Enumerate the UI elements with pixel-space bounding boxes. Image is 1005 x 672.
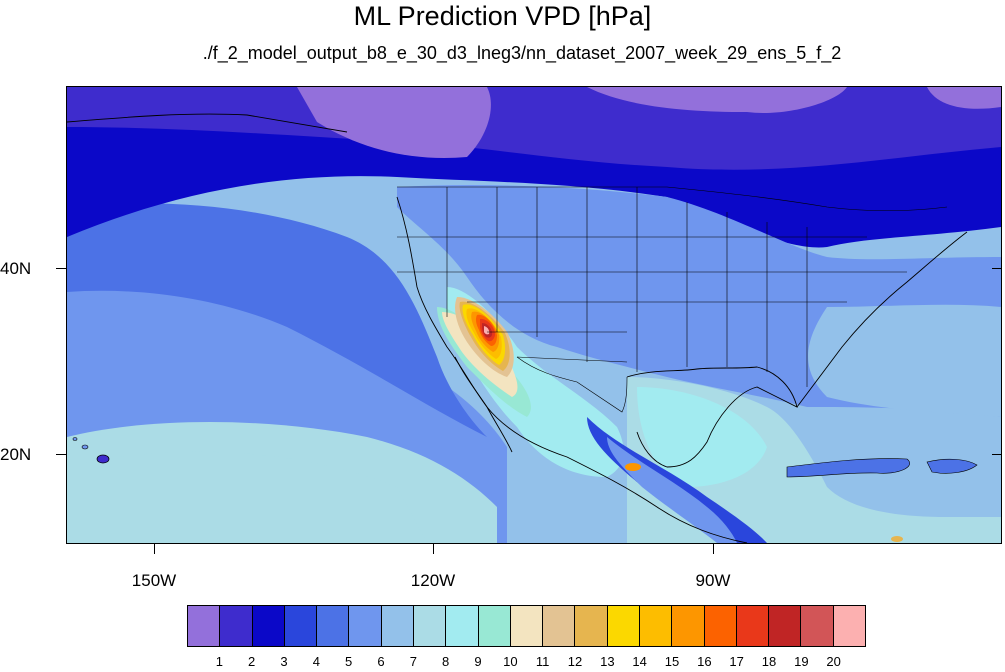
hawaii-island-a	[96, 454, 110, 464]
colorbar-label: 7	[409, 654, 417, 669]
political-borders	[397, 186, 948, 413]
map-subtitle: ./f_2_model_output_b8_e_30_d3_lneg3/nn_d…	[202, 43, 842, 63]
colorbar-swatch	[446, 606, 479, 646]
colorbar-label: 2	[248, 654, 256, 669]
lon-tick-90w	[713, 544, 714, 554]
colorbar-label: 5	[345, 654, 353, 669]
colorbar-swatch	[317, 606, 350, 646]
lat-tick-20n-right	[992, 454, 1002, 455]
colorbar-label: 19	[794, 654, 809, 669]
colorbar-swatch	[801, 606, 834, 646]
colorbar-label: 15	[664, 654, 680, 669]
lon-label-90w: 90W	[695, 571, 731, 590]
colorbar-label: 1	[215, 654, 223, 669]
colorbar-label: 11	[535, 654, 550, 669]
warm-spot-east	[891, 536, 903, 542]
colorbar-swatch	[607, 606, 640, 646]
colorbar-swatch	[349, 606, 382, 646]
colorbar-swatch	[381, 606, 414, 646]
field-central-america-inner	[607, 437, 737, 543]
lon-tick-150w	[154, 544, 155, 554]
field-land-band-7	[808, 304, 1001, 417]
map-title: ML Prediction VPD [hPa]	[353, 1, 652, 31]
vpd-field	[67, 87, 1001, 543]
lat-tick-40n-left	[56, 268, 66, 269]
warm-spot-yucatan	[625, 463, 641, 471]
coastline-baja	[454, 356, 513, 453]
field-band-5	[67, 203, 487, 437]
colorbar-label: 3	[280, 654, 288, 669]
colorbar-swatch	[575, 606, 608, 646]
colorbar-swatch	[188, 606, 221, 646]
lon-label-150w: 150W	[131, 571, 177, 590]
colorbar-swatch	[736, 606, 770, 646]
colorbar-swatch	[220, 606, 253, 646]
colorbar-label: 17	[729, 654, 744, 669]
colorbar-label: 18	[761, 654, 777, 669]
field-band-1	[297, 87, 491, 158]
colorbar-label: 14	[632, 654, 647, 669]
colorbar-label: 10	[503, 654, 518, 669]
colorbar-label: 8	[442, 654, 450, 669]
colorbar-swatch	[478, 606, 511, 646]
lat-tick-40n-right	[992, 268, 1002, 269]
field-band-1-ne	[927, 87, 1001, 109]
colorbar-label: 4	[312, 654, 320, 669]
colorbar-swatch	[252, 606, 285, 646]
colorbar-swatch	[704, 606, 737, 646]
colorbar-label: 16	[697, 654, 712, 669]
coastline-west	[396, 196, 748, 543]
lon-tick-120w	[433, 544, 434, 554]
hispaniola-island	[926, 458, 978, 474]
colorbar-label: 12	[567, 654, 583, 669]
colorbar-swatch	[769, 606, 802, 646]
colorbar-label: 13	[600, 654, 615, 669]
coastline-east	[796, 231, 968, 408]
colorbar-label: 20	[826, 654, 841, 669]
colorbar-swatch	[833, 606, 865, 646]
field-central-america	[587, 417, 767, 543]
field-band-1-east	[587, 87, 847, 113]
vpd-map	[66, 86, 1002, 544]
colorbar-swatch	[639, 606, 673, 646]
colorbar-swatch	[672, 606, 705, 646]
vpd-colorbar	[187, 605, 866, 647]
colorbar-swatch	[284, 606, 318, 646]
hawaii-island-b	[81, 444, 89, 450]
field-band-8-ocean-inner	[67, 451, 427, 543]
field-gulf-band-9	[637, 387, 767, 487]
lon-label-120w: 120W	[410, 571, 456, 590]
cuba-island	[786, 458, 910, 478]
coastline-alaska	[67, 113, 348, 133]
coastline-gulf	[626, 366, 798, 468]
lat-label-20n: 20N	[0, 445, 32, 464]
colorbar-label: 6	[377, 654, 385, 669]
colorbar-label: 9	[474, 654, 482, 669]
lat-label-40n: 40N	[0, 259, 32, 278]
lat-tick-20n-left	[56, 454, 66, 455]
colorbar-swatch	[510, 606, 544, 646]
colorbar-swatch	[413, 606, 447, 646]
colorbar-swatch	[543, 606, 576, 646]
hawaii-island-c	[72, 437, 78, 441]
